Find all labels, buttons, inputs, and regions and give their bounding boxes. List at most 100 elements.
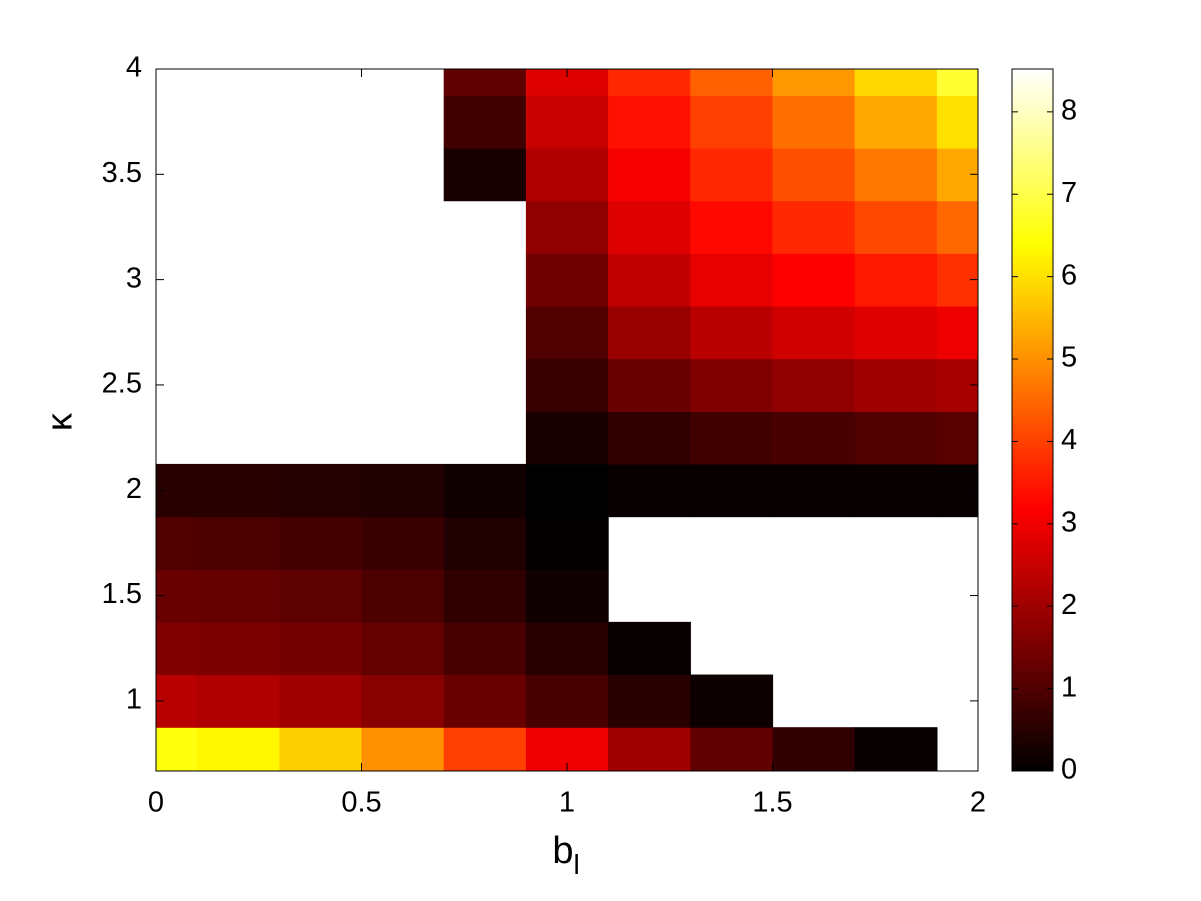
heatmap-cell	[772, 305, 856, 360]
heatmap-cell	[772, 147, 856, 202]
heatmap-cell	[156, 621, 198, 676]
heatmap-cell	[854, 95, 938, 149]
colorbar-tick-label: 6	[1061, 259, 1077, 291]
heatmap-cell	[936, 200, 978, 254]
colorbar-tick-label: 3	[1061, 506, 1077, 538]
heatmap-cell	[854, 305, 938, 360]
y-tick-label: 2	[126, 473, 142, 505]
heatmap-cell	[361, 621, 445, 676]
x-tick-label: 1	[559, 787, 575, 819]
y-tick-label: 1	[126, 684, 142, 716]
heatmap-cell	[197, 516, 280, 570]
heatmap-cell	[772, 95, 856, 149]
heatmap-cell	[525, 674, 609, 728]
heatmap-cell	[772, 727, 856, 771]
heatmap-cell	[525, 305, 609, 360]
heatmap-cell	[608, 305, 691, 360]
heatmap-cell	[361, 463, 445, 518]
heatmap-cell	[197, 727, 280, 771]
colorbar-tick-label: 4	[1061, 424, 1077, 456]
heatmap-cell	[525, 253, 609, 307]
heatmap-cell	[279, 621, 363, 676]
heatmap-cell	[772, 411, 856, 465]
heatmap-cell	[279, 569, 363, 623]
x-axis-label: bl	[552, 830, 579, 880]
heatmap-cell	[279, 516, 363, 570]
x-tick-label: 1.5	[752, 787, 792, 819]
heatmap-cell	[197, 463, 280, 518]
heatmap-cell	[690, 200, 774, 254]
heatmap-cell	[608, 200, 691, 254]
heatmap-cell	[525, 463, 609, 518]
heatmap-cell	[690, 147, 774, 202]
heatmap-cell	[361, 516, 445, 570]
colorbar-tick-label: 2	[1061, 589, 1077, 621]
heatmap-cell	[443, 516, 527, 570]
heatmap-cell	[854, 358, 938, 412]
heatmap-cell	[525, 95, 609, 149]
heatmap-cell	[854, 69, 938, 96]
heatmap-cell	[608, 411, 691, 465]
heatmap-cell	[443, 727, 527, 771]
heatmap-cell	[525, 516, 609, 570]
heatmap-cell	[772, 463, 856, 518]
heatmap-cell	[608, 253, 691, 307]
heatmap-cell	[936, 95, 978, 149]
heatmap-cell	[690, 463, 774, 518]
heatmap-cell	[361, 727, 445, 771]
colorbar-tick-label: 1	[1061, 671, 1077, 703]
heatmap-cell	[936, 305, 978, 360]
heatmap-cell	[197, 569, 280, 623]
colorbar-tick-label: 8	[1061, 95, 1077, 127]
x-tick-label: 2	[970, 787, 986, 819]
colorbar-tick-label: 0	[1061, 754, 1077, 786]
heatmap-cell	[690, 411, 774, 465]
heatmap-cell	[361, 674, 445, 728]
heatmap-cell	[197, 674, 280, 728]
heatmap	[156, 69, 978, 771]
heatmap-cell	[443, 147, 527, 202]
heatmap-cell	[854, 727, 938, 771]
heatmap-cell	[608, 621, 691, 676]
heatmap-cell	[854, 463, 938, 518]
heatmap-cell	[772, 358, 856, 412]
heatmap-cell	[525, 411, 609, 465]
heatmap-cell	[854, 200, 938, 254]
heatmap-cell	[608, 463, 691, 518]
heatmap-cell	[361, 569, 445, 623]
heatmap-cell	[525, 358, 609, 412]
heatmap-cell	[156, 516, 198, 570]
heatmap-cell	[443, 674, 527, 728]
y-tick-label: 4	[126, 52, 142, 84]
heatmap-cell	[690, 305, 774, 360]
heatmap-cell	[690, 253, 774, 307]
heatmap-cell	[690, 95, 774, 149]
heatmap-cell	[279, 727, 363, 771]
heatmap-cell	[443, 569, 527, 623]
heatmap-cell	[690, 69, 774, 96]
heatmap-cell	[279, 463, 363, 518]
colorbar-tick-label: 7	[1061, 177, 1077, 209]
heatmap-cell	[772, 200, 856, 254]
heatmap-cell	[443, 95, 527, 149]
heatmap-cell	[197, 621, 280, 676]
heatmap-cell	[608, 358, 691, 412]
heatmap-cell	[854, 147, 938, 202]
y-tick-label: 3.5	[102, 157, 142, 189]
heatmap-cell	[608, 674, 691, 728]
colorbar	[1011, 68, 1054, 772]
heatmap-cell	[690, 674, 774, 728]
heatmap-cell	[525, 621, 609, 676]
heatmap-cell	[690, 358, 774, 412]
y-tick-label: 2.5	[102, 368, 142, 400]
heatmap-cell	[443, 621, 527, 676]
heatmap-cell	[608, 727, 691, 771]
heatmap-cell	[608, 147, 691, 202]
heatmap-cell	[772, 253, 856, 307]
y-tick-label: 1.5	[102, 578, 142, 610]
heatmap-cell	[690, 727, 774, 771]
heatmap-cell	[525, 147, 609, 202]
heatmap-cell	[936, 411, 978, 465]
colorbar-tick-label: 5	[1061, 342, 1077, 374]
